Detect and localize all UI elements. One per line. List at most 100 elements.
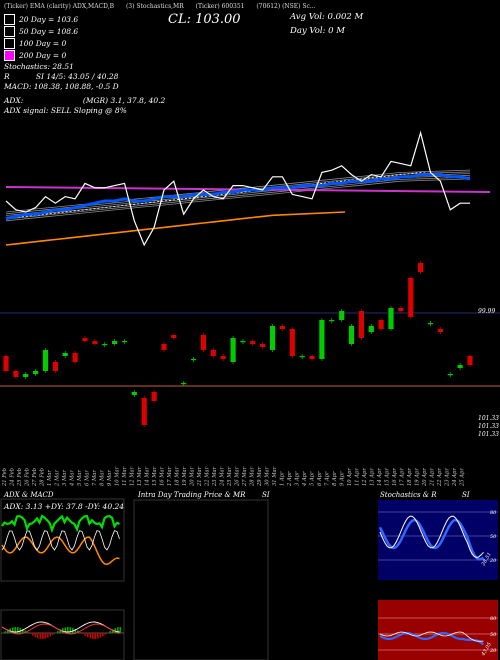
x-axis-date-label: 18 Mar — [175, 466, 181, 486]
x-axis-date-label: 9 Mar — [107, 470, 113, 486]
x-axis-date-label: 15 Apr — [385, 468, 391, 486]
candle-body — [240, 341, 246, 343]
candle-body — [447, 374, 453, 376]
x-axis-date-label: 5 Apr — [310, 471, 316, 486]
x-axis-date-label: 28 Feb — [40, 468, 46, 487]
candle-body — [329, 320, 335, 322]
macd-histogram-bar — [102, 633, 104, 637]
candle-body — [368, 326, 374, 332]
x-axis-date-label: 10 Apr — [347, 468, 353, 486]
x-axis-date-label: 12 Apr — [362, 468, 368, 486]
candle-body — [200, 335, 206, 350]
macd-histogram-bar — [59, 629, 62, 633]
candle-body — [418, 263, 424, 272]
intraday-panel — [133, 499, 269, 660]
candle-body — [220, 356, 226, 359]
x-axis-date-label: 12 Mar — [130, 466, 136, 486]
stoch-k-line — [379, 515, 484, 559]
ema-band-line-2 — [5, 175, 471, 218]
macd-histogram-bar — [69, 627, 72, 633]
rsi-tick-20: 20 — [489, 648, 497, 654]
macd-histogram-bar — [112, 629, 114, 633]
ema-100-line — [5, 211, 346, 246]
legend-swatch-20 — [4, 14, 15, 25]
macd-histogram-bar — [52, 633, 54, 635]
legend-swatch-200 — [4, 50, 15, 61]
x-axis-date-label: 16 Apr — [392, 468, 398, 486]
macd-histogram-bar — [79, 632, 82, 633]
macd-histogram-bar — [49, 633, 52, 637]
rsi-line — [379, 631, 485, 646]
macd-histogram-bar — [92, 633, 94, 639]
macd-histogram-bar — [64, 627, 67, 633]
macd-histogram-bar — [22, 628, 24, 633]
candle-axis-label-2: 101.33 — [478, 423, 499, 430]
macd-text: MACD: 108.38, 108.88, -0.5 D — [4, 82, 119, 91]
macd-histogram-bar — [7, 629, 9, 633]
candle-body — [398, 308, 404, 311]
candle-body — [92, 341, 98, 344]
x-axis-date-label: 26 Feb — [25, 468, 31, 487]
candle-body — [141, 398, 147, 425]
candle-body — [279, 326, 285, 329]
macd-histogram-bar — [34, 633, 37, 638]
macd-histogram-bar — [87, 633, 89, 638]
rsi-tick-50: 50 — [490, 632, 497, 638]
legend-label-20: 20 Day = 103.6 — [19, 15, 79, 24]
x-axis-date-label: 18 Apr — [407, 468, 413, 486]
legend-50-day: 50 Day = 108.6 — [4, 26, 78, 37]
macd-histogram-bar — [77, 630, 79, 633]
adx-panel-title: ADX & MACD — [4, 491, 54, 499]
x-axis-date-label: 16 Mar — [160, 466, 166, 486]
x-axis-date-label: 4 Mar — [70, 470, 76, 487]
candle-body — [339, 311, 345, 320]
x-axis-date-label: 1 Apr — [280, 471, 286, 486]
x-axis-date-label: 25 Apr — [460, 468, 466, 487]
x-axis-date-label: 14 Apr — [377, 468, 383, 486]
candle-body — [131, 392, 137, 395]
header-right-a: (Ticker) 600351 — [195, 3, 245, 10]
x-axis-date-label: 25 Feb — [17, 468, 23, 487]
x-axis-date-label: 11 Mar — [122, 466, 128, 486]
x-axis-date-label: 9 Apr — [340, 471, 346, 486]
candle-axis-label-top: 99.99 — [478, 308, 495, 315]
macd-histogram-bar — [24, 630, 27, 633]
header-right-b: (70612) (NSE) Sc... — [256, 3, 316, 10]
macd-histogram-bar — [82, 633, 84, 634]
x-axis-date-label: 21 Mar — [197, 466, 203, 487]
candle-body — [210, 350, 216, 356]
adx-signal-text: ADX signal: SELL Sloping @ 8% — [4, 106, 127, 115]
stoch-d-line — [378, 518, 485, 561]
x-axis-date-label: 14 Mar — [145, 466, 151, 486]
macd-histogram-bar — [42, 633, 44, 639]
x-axis-date-label: 24 Apr — [452, 468, 458, 487]
adx-line — [1, 530, 120, 551]
avg-volume: Avg Vol: 0.002 M — [290, 12, 364, 22]
x-axis-date-label: 27 Feb — [32, 468, 38, 487]
candle-body — [3, 356, 9, 371]
candle-body — [467, 356, 473, 365]
ema-band-line-3 — [5, 173, 471, 216]
x-axis-date-label: 24 Feb — [10, 468, 16, 487]
x-axis-date-label: 21 Feb — [2, 468, 8, 487]
candle-body — [299, 356, 305, 358]
x-axis-date-label: 30 Mar — [265, 466, 271, 486]
ema-band-line-0 — [5, 178, 471, 222]
candle-body — [102, 344, 108, 346]
plus-di-line — [1, 514, 120, 534]
minus-di-line — [1, 536, 120, 566]
rsi-panel — [378, 600, 498, 660]
si-text: SI 14/5: 43.05 / 40.28 — [35, 72, 119, 81]
x-axis-date-label: 13 Mar — [137, 466, 143, 486]
candle-body — [348, 326, 355, 344]
x-axis-date-label: 20 Apr — [422, 468, 428, 487]
macd-histogram-bar — [114, 628, 117, 633]
macd-histogram-bar — [57, 631, 59, 633]
candle-body — [309, 356, 315, 359]
candle-body — [457, 365, 463, 368]
r-si-text: R SI 14/5: 43.05 / 40.28 — [4, 72, 118, 81]
legend-swatch-50 — [4, 26, 15, 37]
macd-histogram-bar — [19, 627, 22, 633]
x-axis-date-label: 20 Mar — [190, 466, 196, 487]
r-label: R — [4, 72, 10, 81]
